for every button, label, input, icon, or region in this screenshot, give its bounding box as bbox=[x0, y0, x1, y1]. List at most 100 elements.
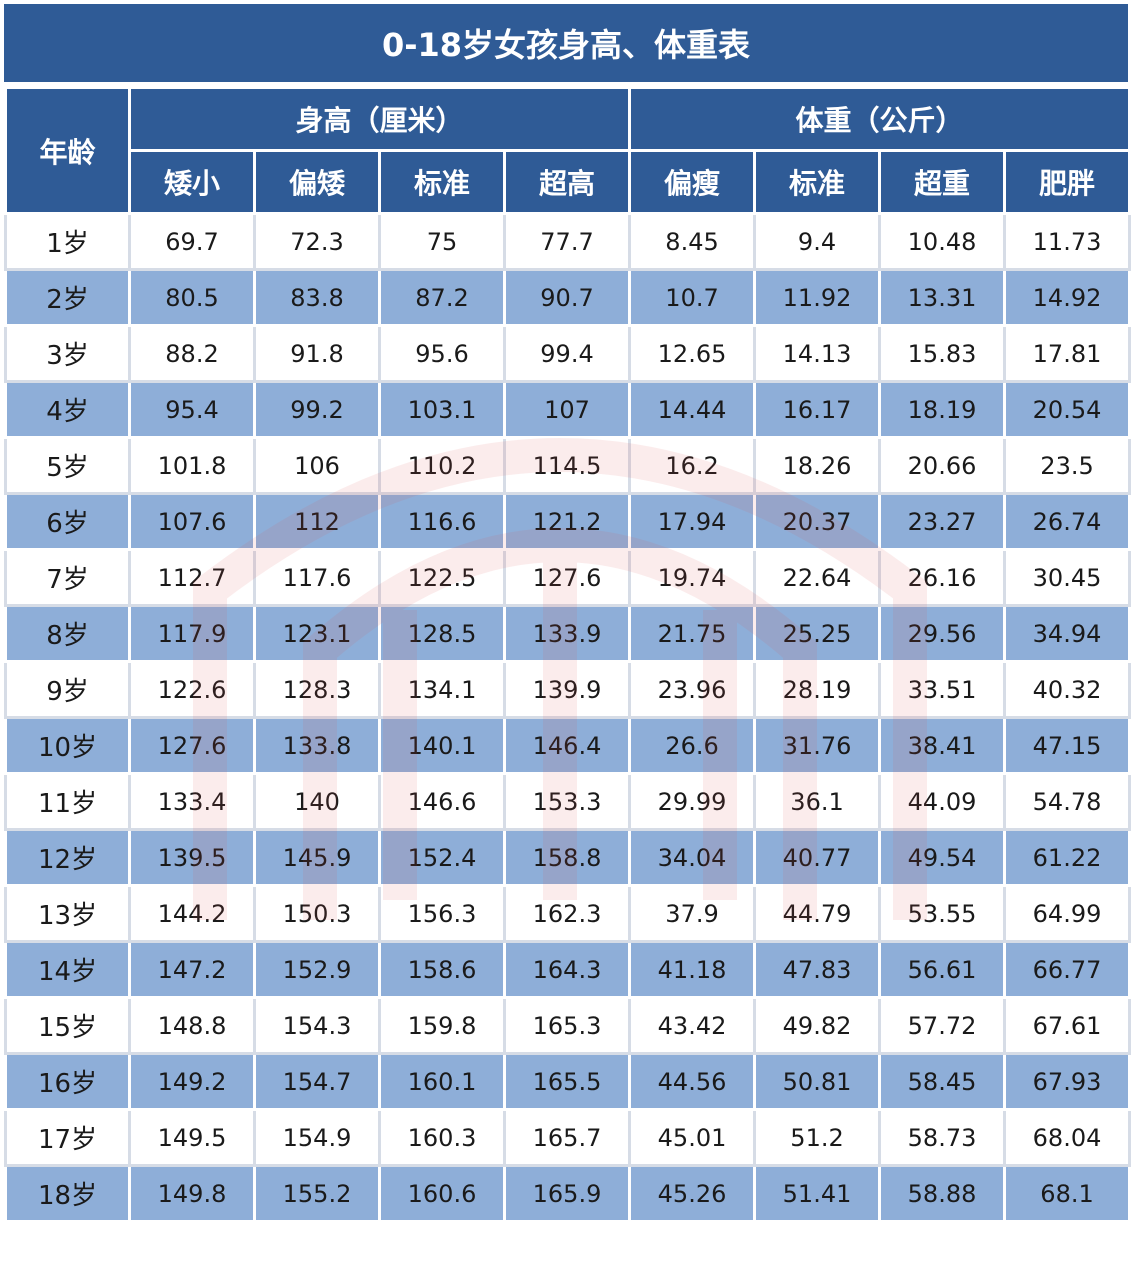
weight-thin-cell: 45.26 bbox=[628, 1164, 757, 1223]
height-tall-cell: 165.3 bbox=[502, 996, 632, 1055]
table-row: 15岁 148.8 154.3 159.8 165.3 43.42 49.82 57.72 67… bbox=[4, 996, 1132, 1055]
height-group-header: 身高（厘米） bbox=[127, 86, 632, 152]
age-cell: 1岁 bbox=[4, 212, 131, 271]
table-row: 3岁 88.2 91.8 95.6 99.4 12.65 14.13 15.83 17.81 bbox=[4, 324, 1132, 383]
weight-thin-cell: 21.75 bbox=[628, 604, 757, 663]
column-header-weight-thin: 偏瘦 bbox=[628, 149, 757, 215]
height-tall-cell: 165.9 bbox=[502, 1164, 632, 1223]
weight-over-cell: 38.41 bbox=[878, 716, 1007, 775]
age-header: 年龄 bbox=[4, 86, 131, 215]
weight-standard-cell: 51.41 bbox=[753, 1164, 882, 1223]
height-short-cell: 88.2 bbox=[128, 324, 256, 383]
height-short-cell: 149.2 bbox=[128, 1052, 256, 1111]
weight-thin-cell: 17.94 bbox=[628, 492, 757, 551]
age-cell: 13岁 bbox=[4, 884, 131, 943]
height-standard-cell: 156.3 bbox=[378, 884, 506, 943]
weight-thin-cell: 37.9 bbox=[628, 884, 757, 943]
height-short-cell: 122.6 bbox=[128, 660, 256, 719]
weight-over-cell: 13.31 bbox=[878, 268, 1007, 327]
age-cell: 10岁 bbox=[4, 716, 131, 775]
weight-obese-cell: 67.61 bbox=[1003, 996, 1132, 1055]
height-tall-cell: 77.7 bbox=[502, 212, 632, 271]
height-short-cell: 133.4 bbox=[128, 772, 256, 831]
height-standard-cell: 87.2 bbox=[378, 268, 506, 327]
height-tall-cell: 153.3 bbox=[502, 772, 632, 831]
height-below-cell: 140 bbox=[253, 772, 381, 831]
column-header-height-below: 偏矮 bbox=[253, 149, 381, 215]
height-tall-cell: 99.4 bbox=[502, 324, 632, 383]
height-below-cell: 154.3 bbox=[253, 996, 381, 1055]
weight-obese-cell: 47.15 bbox=[1003, 716, 1132, 775]
height-standard-cell: 159.8 bbox=[378, 996, 506, 1055]
height-below-cell: 128.3 bbox=[253, 660, 381, 719]
table-row: 17岁 149.5 154.9 160.3 165.7 45.01 51.2 58.73 68.… bbox=[4, 1108, 1132, 1167]
height-tall-cell: 165.5 bbox=[502, 1052, 632, 1111]
weight-standard-cell: 36.1 bbox=[753, 772, 882, 831]
weight-thin-cell: 43.42 bbox=[628, 996, 757, 1055]
height-short-cell: 144.2 bbox=[128, 884, 256, 943]
age-cell: 7岁 bbox=[4, 548, 131, 607]
height-tall-cell: 127.6 bbox=[502, 548, 632, 607]
weight-standard-cell: 14.13 bbox=[753, 324, 882, 383]
table-row: 13岁 144.2 150.3 156.3 162.3 37.9 44.79 53.55 64.… bbox=[4, 884, 1132, 943]
age-cell: 3岁 bbox=[4, 324, 131, 383]
height-standard-cell: 152.4 bbox=[378, 828, 506, 887]
weight-standard-cell: 9.4 bbox=[753, 212, 882, 271]
height-short-cell: 107.6 bbox=[128, 492, 256, 551]
weight-over-cell: 58.88 bbox=[878, 1164, 1007, 1223]
height-tall-cell: 139.9 bbox=[502, 660, 632, 719]
weight-over-cell: 20.66 bbox=[878, 436, 1007, 495]
age-cell: 5岁 bbox=[4, 436, 131, 495]
column-header-weight-standard: 标准 bbox=[753, 149, 882, 215]
height-short-cell: 101.8 bbox=[128, 436, 256, 495]
weight-over-cell: 29.56 bbox=[878, 604, 1007, 663]
weight-thin-cell: 12.65 bbox=[628, 324, 757, 383]
height-short-cell: 149.5 bbox=[128, 1108, 256, 1167]
weight-standard-cell: 49.82 bbox=[753, 996, 882, 1055]
weight-obese-cell: 67.93 bbox=[1003, 1052, 1132, 1111]
height-standard-cell: 160.6 bbox=[378, 1164, 506, 1223]
weight-standard-cell: 22.64 bbox=[753, 548, 882, 607]
weight-obese-cell: 66.77 bbox=[1003, 940, 1132, 999]
table-row: 1岁 69.7 72.3 75 77.7 8.45 9.4 10.48 11.73 bbox=[4, 212, 1132, 271]
height-standard-cell: 140.1 bbox=[378, 716, 506, 775]
height-below-cell: 155.2 bbox=[253, 1164, 381, 1223]
table-row: 12岁 139.5 145.9 152.4 158.8 34.04 40.77 49.54 61… bbox=[4, 828, 1132, 887]
height-short-cell: 117.9 bbox=[128, 604, 256, 663]
table-row: 18岁 149.8 155.2 160.6 165.9 45.26 51.41 58.88 68… bbox=[4, 1164, 1132, 1223]
weight-standard-cell: 28.19 bbox=[753, 660, 882, 719]
table-row: 7岁 112.7 117.6 122.5 127.6 19.74 22.64 26.16 30.… bbox=[4, 548, 1132, 607]
height-tall-cell: 90.7 bbox=[502, 268, 632, 327]
height-below-cell: 99.2 bbox=[253, 380, 381, 439]
weight-thin-cell: 10.7 bbox=[628, 268, 757, 327]
height-short-cell: 80.5 bbox=[128, 268, 256, 327]
age-cell: 15岁 bbox=[4, 996, 131, 1055]
weight-obese-cell: 23.5 bbox=[1003, 436, 1132, 495]
table-header: 年龄 身高（厘米） 体重（公斤） 矮小 偏矮 标准 超高 偏瘦 标准 超重 肥胖 bbox=[4, 86, 1132, 215]
table-row: 8岁 117.9 123.1 128.5 133.9 21.75 25.25 29.56 34.… bbox=[4, 604, 1132, 663]
height-standard-cell: 160.1 bbox=[378, 1052, 506, 1111]
weight-obese-cell: 40.32 bbox=[1003, 660, 1132, 719]
weight-over-cell: 56.61 bbox=[878, 940, 1007, 999]
weight-thin-cell: 29.99 bbox=[628, 772, 757, 831]
column-header-weight-obese: 肥胖 bbox=[1003, 149, 1132, 215]
height-standard-cell: 75 bbox=[378, 212, 506, 271]
height-below-cell: 145.9 bbox=[253, 828, 381, 887]
weight-over-cell: 53.55 bbox=[878, 884, 1007, 943]
height-standard-cell: 146.6 bbox=[378, 772, 506, 831]
weight-over-cell: 23.27 bbox=[878, 492, 1007, 551]
height-below-cell: 72.3 bbox=[253, 212, 381, 271]
table-row: 10岁 127.6 133.8 140.1 146.4 26.6 31.76 38.41 47.… bbox=[4, 716, 1132, 775]
height-tall-cell: 121.2 bbox=[502, 492, 632, 551]
table-row: 9岁 122.6 128.3 134.1 139.9 23.96 28.19 33.51 40.… bbox=[4, 660, 1132, 719]
column-header-height-short: 矮小 bbox=[128, 149, 256, 215]
table-row: 6岁 107.6 112 116.6 121.2 17.94 20.37 23.27 26.74 bbox=[4, 492, 1132, 551]
height-tall-cell: 162.3 bbox=[502, 884, 632, 943]
height-tall-cell: 165.7 bbox=[502, 1108, 632, 1167]
height-standard-cell: 116.6 bbox=[378, 492, 506, 551]
height-below-cell: 117.6 bbox=[253, 548, 381, 607]
height-tall-cell: 158.8 bbox=[502, 828, 632, 887]
age-cell: 2岁 bbox=[4, 268, 131, 327]
weight-over-cell: 49.54 bbox=[878, 828, 1007, 887]
weight-thin-cell: 19.74 bbox=[628, 548, 757, 607]
